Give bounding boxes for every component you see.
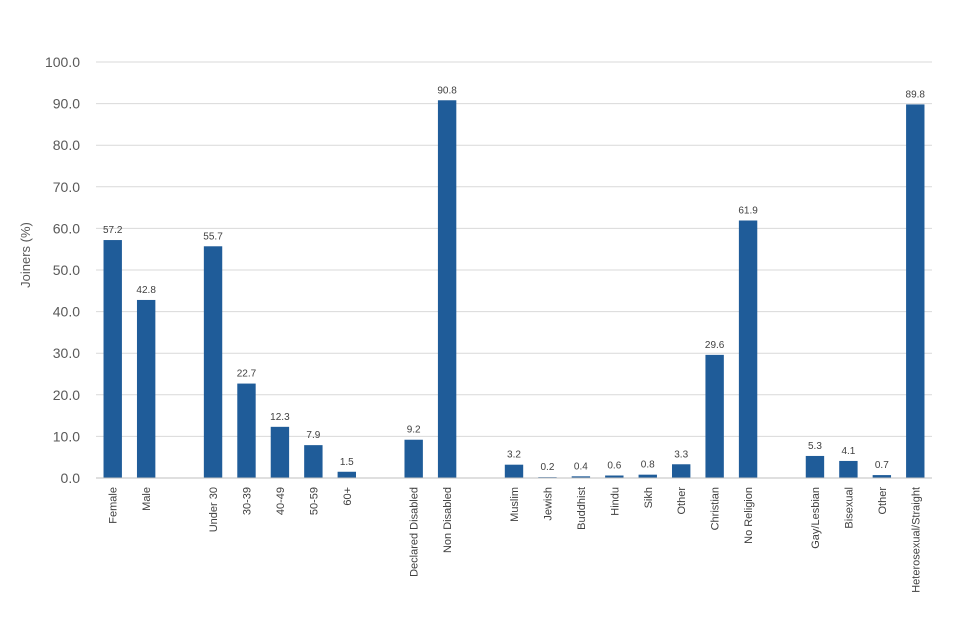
data-label: 0.8 <box>641 460 655 471</box>
x-axis-ticks: Female Male Under 30 30-39 40-49 50-59 60+ Decl… <box>108 487 923 593</box>
bar <box>304 445 323 478</box>
x-tick-label: 60+ <box>342 487 354 506</box>
y-tick-label: 20.0 <box>53 387 80 403</box>
data-label: 61.9 <box>738 205 758 216</box>
bars <box>103 100 925 478</box>
bar <box>872 475 892 478</box>
bar <box>504 464 524 478</box>
x-tick-label: Heterosexual/Straight <box>910 487 922 593</box>
x-tick-label: Sikh <box>643 487 655 508</box>
bar <box>839 460 858 478</box>
data-label: 4.1 <box>841 446 855 457</box>
x-tick-label: Other <box>877 487 889 515</box>
data-label: 3.3 <box>674 449 688 460</box>
y-tick-label: 60.0 <box>53 220 80 236</box>
x-tick-label: Jewish <box>542 487 554 521</box>
y-tick-label: 70.0 <box>53 179 80 195</box>
bar <box>705 354 724 478</box>
x-tick-label: Buddhist <box>576 487 588 530</box>
y-tick-label: 40.0 <box>53 304 80 320</box>
x-tick-label: Female <box>108 487 120 524</box>
y-tick-label: 50.0 <box>53 262 80 278</box>
y-tick-label: 10.0 <box>53 428 80 444</box>
data-label: 89.8 <box>906 89 926 100</box>
data-label: 0.7 <box>875 460 889 471</box>
x-tick-label: Hindu <box>609 487 621 516</box>
y-tick-label: 80.0 <box>53 137 80 153</box>
bar <box>738 220 758 478</box>
x-tick-label: Muslim <box>509 487 521 522</box>
x-tick-label: Bisexual <box>843 487 855 529</box>
x-tick-label: No Religion <box>743 487 755 544</box>
data-label: 9.2 <box>407 425 421 436</box>
bar <box>437 100 457 478</box>
data-label: 55.7 <box>203 231 223 242</box>
gridlines <box>96 61 932 437</box>
x-tick-label: Male <box>141 487 153 511</box>
y-tick-label: 30.0 <box>53 345 80 361</box>
bar <box>404 439 423 478</box>
data-label: 5.3 <box>808 441 822 452</box>
bar <box>237 383 256 478</box>
x-tick-label: 30-39 <box>241 487 253 515</box>
x-tick-label: Under 30 <box>208 487 220 532</box>
data-label: 29.6 <box>705 340 725 351</box>
data-label: 12.3 <box>270 412 290 423</box>
data-labels: 57.2 42.8 55.7 22.7 12.3 7.9 1.5 9.2 90.8 3.2 0.2 0… <box>103 85 925 473</box>
data-label: 0.6 <box>607 461 621 472</box>
bar <box>906 104 925 478</box>
bar <box>805 455 825 478</box>
data-label: 1.5 <box>340 457 354 468</box>
x-tick-label: Other <box>676 487 688 515</box>
bar <box>270 426 290 478</box>
x-tick-label: Christian <box>710 487 722 530</box>
y-tick-label: 0.0 <box>61 470 81 486</box>
x-tick-label: Gay/Lesbian <box>810 487 822 549</box>
data-label: 90.8 <box>437 85 457 96</box>
data-label: 57.2 <box>103 225 123 236</box>
x-tick-label: 50-59 <box>308 487 320 515</box>
data-label: 3.2 <box>507 450 521 461</box>
bar <box>571 476 591 478</box>
x-tick-label: Declared Disabled <box>409 487 421 577</box>
data-label: 22.7 <box>237 369 257 380</box>
bar <box>203 246 223 478</box>
bar <box>605 475 624 478</box>
bar <box>672 464 691 478</box>
data-label: 42.8 <box>136 285 156 296</box>
bar <box>337 471 356 478</box>
y-tick-label: 100.0 <box>45 54 80 70</box>
x-tick-label: 40-49 <box>275 487 287 515</box>
data-label: 0.2 <box>540 462 554 473</box>
y-axis-ticks: 0.0 10.0 20.0 30.0 40.0 50.0 60.0 70.0 80.0 90.0 1… <box>45 54 80 486</box>
data-label: 7.9 <box>306 430 320 441</box>
data-label: 0.4 <box>574 461 588 472</box>
x-tick-label: Non Disabled <box>442 487 454 553</box>
y-tick-label: 90.0 <box>53 96 80 112</box>
y-axis-label: Joiners (%) <box>18 222 33 288</box>
bar <box>136 299 156 478</box>
bar <box>638 474 657 478</box>
bar <box>103 240 122 478</box>
